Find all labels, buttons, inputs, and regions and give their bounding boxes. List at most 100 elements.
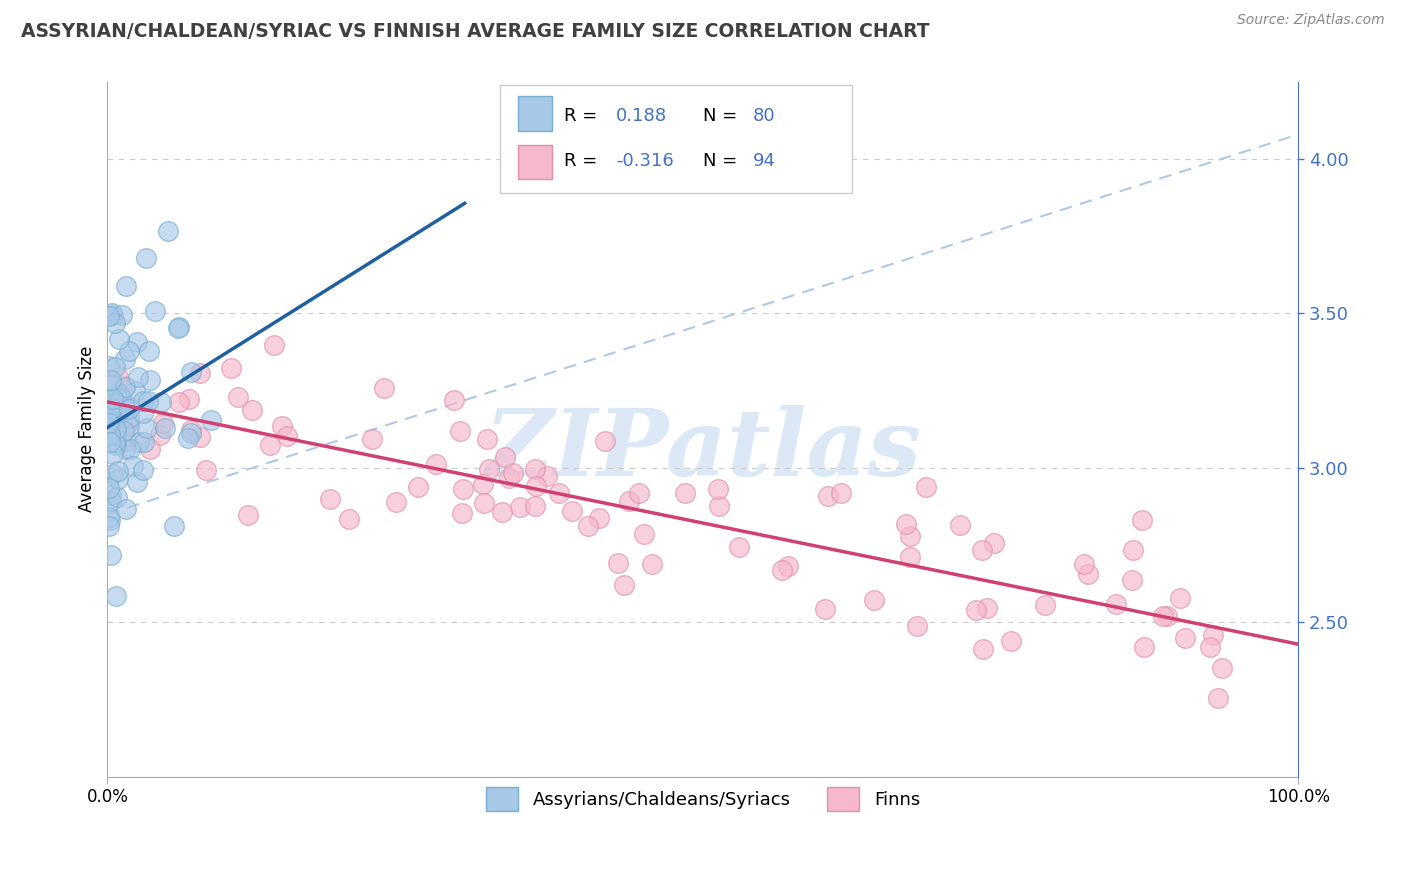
Point bbox=[135, 251, 157, 265]
Point bbox=[976, 600, 998, 615]
Point bbox=[101, 447, 124, 461]
Point bbox=[118, 344, 141, 359]
Bar bbox=[519, 96, 551, 131]
Point bbox=[138, 344, 160, 359]
Point bbox=[101, 415, 124, 429]
Point bbox=[240, 402, 263, 417]
Point bbox=[576, 519, 599, 533]
Point bbox=[1168, 591, 1191, 606]
Point bbox=[443, 392, 465, 407]
Point bbox=[180, 423, 202, 437]
Point bbox=[707, 500, 730, 514]
Point bbox=[536, 469, 558, 483]
Point bbox=[707, 482, 730, 496]
Point bbox=[263, 338, 285, 352]
Point bbox=[453, 483, 475, 497]
Point bbox=[1033, 599, 1056, 613]
Point bbox=[1211, 661, 1233, 675]
Point bbox=[176, 431, 198, 445]
Point bbox=[98, 309, 121, 323]
Point bbox=[115, 502, 138, 516]
Point bbox=[561, 504, 583, 518]
Point bbox=[502, 466, 524, 480]
Y-axis label: Average Family Size: Average Family Size bbox=[79, 346, 96, 512]
Point bbox=[139, 442, 162, 456]
Point bbox=[101, 306, 124, 320]
Point bbox=[132, 435, 155, 450]
Point bbox=[472, 496, 495, 510]
Point bbox=[114, 351, 136, 366]
Point bbox=[894, 517, 917, 532]
Point bbox=[633, 527, 655, 541]
Point bbox=[188, 430, 211, 444]
Point bbox=[107, 369, 129, 384]
Point bbox=[1077, 566, 1099, 581]
Point bbox=[425, 457, 447, 471]
Point bbox=[1122, 543, 1144, 558]
Point bbox=[471, 476, 494, 491]
Point bbox=[100, 488, 122, 502]
Text: 94: 94 bbox=[754, 153, 776, 170]
Point bbox=[118, 442, 141, 456]
Point bbox=[100, 494, 122, 508]
Point bbox=[384, 495, 406, 509]
Point bbox=[1121, 574, 1143, 588]
Point bbox=[1073, 558, 1095, 572]
Point bbox=[830, 486, 852, 500]
Point bbox=[101, 308, 124, 322]
Point bbox=[111, 309, 134, 323]
Point bbox=[104, 432, 127, 446]
Point bbox=[131, 394, 153, 409]
Point bbox=[226, 390, 249, 404]
Point bbox=[1130, 512, 1153, 526]
Point bbox=[135, 421, 157, 435]
Point bbox=[153, 421, 176, 435]
Point bbox=[1174, 631, 1197, 645]
Point bbox=[163, 519, 186, 533]
Point bbox=[1198, 640, 1220, 655]
Point bbox=[128, 434, 150, 449]
Point bbox=[167, 394, 190, 409]
Point bbox=[1206, 691, 1229, 706]
Point bbox=[136, 394, 159, 409]
Point bbox=[132, 406, 155, 420]
Point bbox=[118, 400, 141, 414]
Point bbox=[814, 602, 837, 616]
FancyBboxPatch shape bbox=[501, 86, 852, 193]
Point bbox=[361, 432, 384, 446]
Point bbox=[776, 559, 799, 574]
Point bbox=[97, 359, 120, 373]
Point bbox=[100, 373, 122, 387]
Text: ZIPatlas: ZIPatlas bbox=[485, 405, 921, 495]
Point bbox=[547, 486, 569, 500]
Point bbox=[101, 392, 124, 406]
Point bbox=[112, 424, 135, 438]
Point bbox=[107, 472, 129, 486]
Point bbox=[478, 462, 501, 476]
Point bbox=[118, 418, 141, 433]
Point bbox=[177, 392, 200, 406]
Point bbox=[143, 303, 166, 318]
Point bbox=[167, 321, 190, 335]
Point bbox=[114, 379, 136, 393]
Point bbox=[606, 556, 628, 570]
Point bbox=[105, 490, 128, 504]
Point bbox=[965, 603, 987, 617]
Point bbox=[125, 334, 148, 349]
Point bbox=[863, 593, 886, 607]
Point bbox=[152, 416, 174, 430]
Point bbox=[898, 529, 921, 543]
Point bbox=[613, 578, 636, 592]
Point bbox=[673, 485, 696, 500]
Point bbox=[98, 407, 121, 421]
Point bbox=[451, 506, 474, 520]
Point bbox=[97, 519, 120, 533]
Point bbox=[118, 401, 141, 416]
Text: ASSYRIAN/CHALDEAN/SYRIAC VS FINNISH AVERAGE FAMILY SIZE CORRELATION CHART: ASSYRIAN/CHALDEAN/SYRIAC VS FINNISH AVER… bbox=[21, 22, 929, 41]
Point bbox=[98, 513, 121, 527]
Point bbox=[115, 417, 138, 431]
Text: -0.316: -0.316 bbox=[616, 153, 673, 170]
Point bbox=[104, 426, 127, 441]
Point bbox=[115, 279, 138, 293]
Point bbox=[219, 361, 242, 376]
